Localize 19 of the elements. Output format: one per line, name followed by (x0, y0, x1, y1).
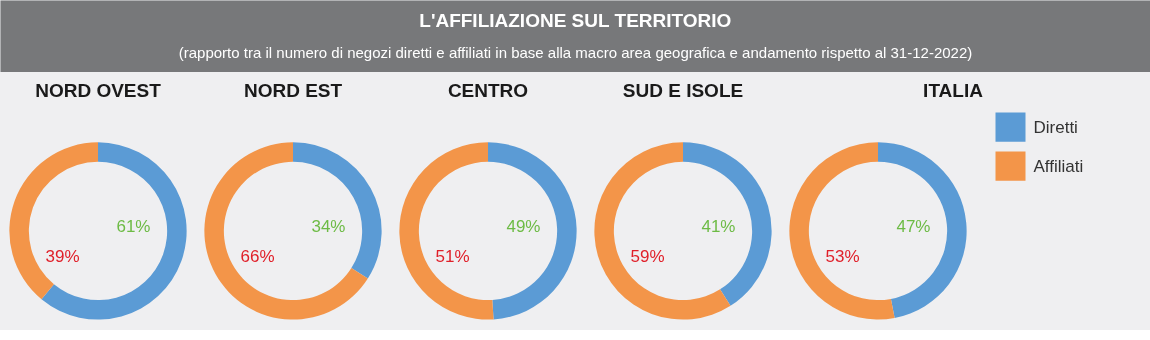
data-label: 41% (701, 217, 736, 237)
data-label: 49% (506, 217, 541, 237)
text: (rapporto tra il numero di negozi diretti e affiliati in base alla macro area geografica e andamento rispetto al 31-12-2022) (178, 43, 973, 61)
legend-label: Diretti (1033, 117, 1078, 137)
data-label: 39% (45, 247, 80, 267)
data-label: 51% (435, 247, 470, 267)
chart-title: ITALIA (923, 79, 984, 101)
chart-title: NORD OVEST (35, 79, 162, 101)
data-label: 59% (630, 247, 665, 267)
text: L'AFFILIAZIONE SUL TERRITORIO (419, 10, 732, 32)
data-label: 61% (116, 217, 151, 237)
chart-title: NORD EST (243, 79, 343, 101)
chart-title: CENTRO (447, 79, 529, 101)
data-label: 34% (311, 217, 346, 237)
data-label: 66% (240, 247, 275, 267)
chart-title: SUD E ISOLE (622, 79, 744, 101)
legend-label: Affiliati (1033, 156, 1084, 176)
data-label: 53% (825, 247, 860, 267)
data-label: 47% (896, 217, 931, 237)
